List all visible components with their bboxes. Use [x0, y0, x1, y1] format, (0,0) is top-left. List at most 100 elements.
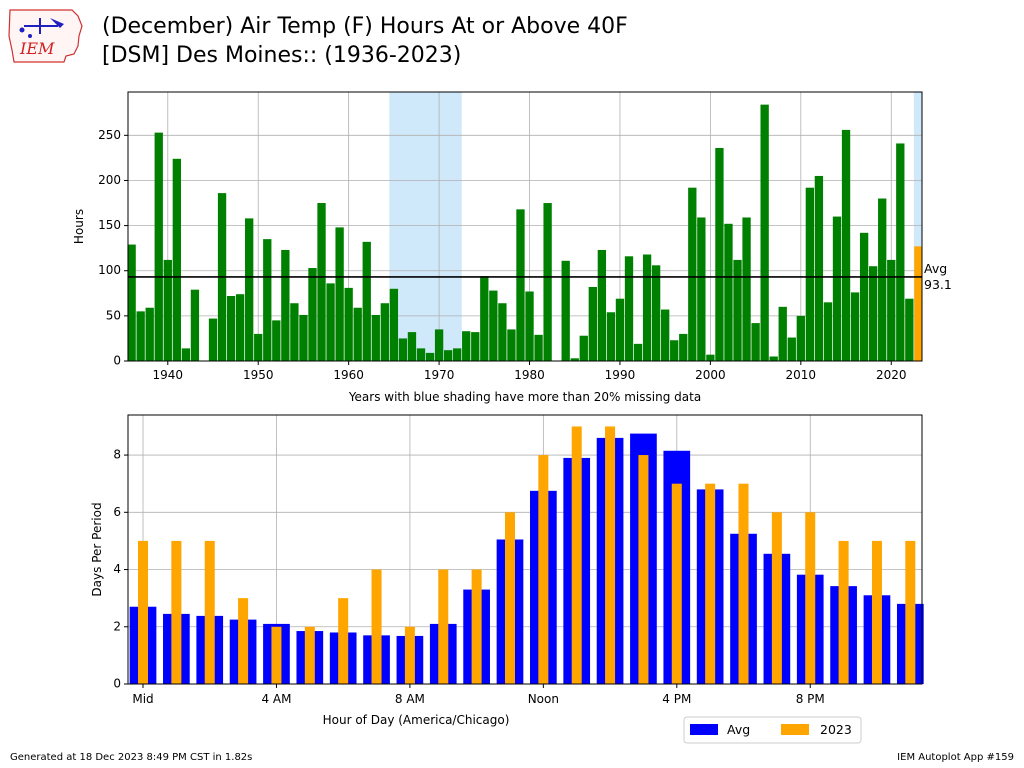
year-bar-1954	[290, 303, 299, 361]
year-bar-1996	[670, 340, 679, 361]
year-bar-1998	[688, 187, 697, 361]
current-bar-hour-19	[771, 512, 782, 684]
year-bar-1988	[597, 249, 607, 361]
year-bar-2008	[778, 306, 787, 361]
current-bar-hour-23	[905, 540, 916, 684]
year-bar-1982	[543, 203, 552, 361]
year-bar-1963	[371, 314, 380, 361]
avg-label: Avg	[924, 261, 947, 276]
year-bar-1943	[190, 289, 200, 361]
year-bar-1940	[163, 259, 172, 361]
hour-tick-label-4: 4 AM	[261, 692, 291, 706]
year-bar-1977	[498, 303, 507, 361]
hour-tick-label-0: Mid	[132, 692, 153, 706]
year-bar-1939	[154, 132, 163, 361]
missing-data-shade-1	[913, 92, 922, 361]
year-bar-1994	[651, 265, 661, 361]
title-line-1: (December) Air Temp (F) Hours At or Abov…	[102, 14, 628, 39]
x-tick-label-2010: 2010	[786, 368, 817, 382]
iem-logo: IEM	[8, 9, 83, 63]
year-bar-1971	[443, 350, 453, 361]
year-bar-1957	[317, 203, 326, 361]
footer-app-id: IEM Autoplot App #159	[897, 752, 1014, 763]
year-bar-1989	[606, 312, 616, 361]
x-tick-label-2020: 2020	[876, 368, 907, 382]
year-bar-2011	[805, 187, 815, 361]
y-tick-label-250: 250	[98, 128, 121, 142]
year-bar-1956	[308, 268, 317, 361]
x-tick-label-2000: 2000	[695, 368, 726, 382]
legend-box	[683, 716, 862, 744]
year-bar-2009	[787, 337, 796, 361]
year-bar-1936	[127, 244, 136, 361]
current-bar-hour-0	[138, 540, 149, 684]
x-tick-label-1970: 1970	[424, 368, 455, 382]
year-bar-1980	[525, 291, 534, 361]
year-bar-2021	[896, 143, 905, 361]
yearly-x-axis-label: Years with blue shading have more than 2…	[348, 390, 701, 404]
legend-swatch-avg	[690, 724, 718, 735]
year-bar-2000	[706, 354, 715, 361]
year-bar-1947	[226, 296, 236, 361]
year-bar-1992	[633, 343, 643, 361]
current-bar-hour-3	[238, 598, 249, 684]
year-bar-1964	[380, 303, 389, 361]
iowa-outline-shape	[8, 9, 83, 63]
year-bar-1984	[561, 260, 570, 361]
y-tick-label-0: 0	[113, 354, 121, 368]
x-tick-label-1980: 1980	[514, 368, 545, 382]
y-tick-label-150: 150	[98, 218, 121, 232]
hourly-x-axis-label: Hour of Day (America/Chicago)	[323, 713, 510, 727]
year-bar-1985	[570, 358, 579, 361]
legend-swatch-2023	[781, 724, 809, 735]
year-bar-1952	[272, 320, 281, 361]
current-bar-hour-9	[438, 569, 449, 684]
year-bar-2017	[859, 232, 869, 361]
current-bar-hour-18	[738, 483, 749, 684]
footer-generated-text: Generated at 18 Dec 2023 8:49 PM CST in …	[10, 752, 253, 763]
y-tick-label-100: 100	[98, 263, 121, 277]
year-bar-2014	[832, 216, 842, 361]
year-bar-1949	[245, 218, 254, 361]
chart-title: (December) Air Temp (F) Hours At or Abov…	[102, 12, 628, 70]
year-bar-1965	[389, 288, 399, 361]
missing-data-shade-0	[389, 92, 462, 361]
year-bar-1993	[642, 254, 652, 361]
year-bar-2003	[733, 259, 742, 361]
yearly-plot-frame	[127, 91, 923, 362]
year-bar-1951	[263, 239, 272, 361]
year-bar-1948	[235, 294, 245, 361]
year-bar-2020	[887, 259, 896, 361]
year-bar-2007	[769, 356, 778, 361]
title-line-2: [DSM] Des Moines:: (1936-2023)	[102, 43, 462, 68]
year-bar-1976	[489, 290, 498, 361]
current-bar-hour-2	[204, 540, 215, 684]
current-bar-hour-21	[838, 540, 849, 684]
year-bar-1995	[661, 309, 670, 361]
current-bar-hour-5	[304, 626, 315, 684]
year-bar-2022	[905, 298, 914, 361]
current-bar-hour-12	[538, 455, 549, 684]
year-bar-1973	[462, 331, 471, 361]
year-bar-1960	[344, 287, 353, 361]
year-bar-1979	[516, 209, 525, 361]
year-bar-1955	[299, 314, 308, 361]
year-bar-1950	[254, 333, 263, 361]
year-bar-2018	[869, 266, 878, 361]
yearly-y-axis-label: Hours	[72, 209, 86, 244]
hour-tick-label-16: 4 PM	[662, 692, 691, 706]
year-bar-2005	[751, 323, 760, 361]
logo-text: IEM	[19, 39, 55, 58]
y-tick-label-200: 200	[98, 173, 121, 187]
avg-value-label: 93.1	[924, 277, 952, 292]
year-bar-2023	[914, 246, 922, 361]
year-bar-1969	[425, 352, 435, 361]
year-bar-2016	[850, 292, 860, 361]
current-bar-hour-22	[871, 540, 882, 684]
legend-label-avg: Avg	[727, 722, 750, 737]
days-tick-label-4: 4	[113, 562, 121, 576]
y-tick-label-50: 50	[106, 308, 121, 322]
year-bar-1986	[579, 335, 588, 361]
x-tick-label-1960: 1960	[333, 368, 364, 382]
year-bar-1945	[208, 318, 218, 361]
